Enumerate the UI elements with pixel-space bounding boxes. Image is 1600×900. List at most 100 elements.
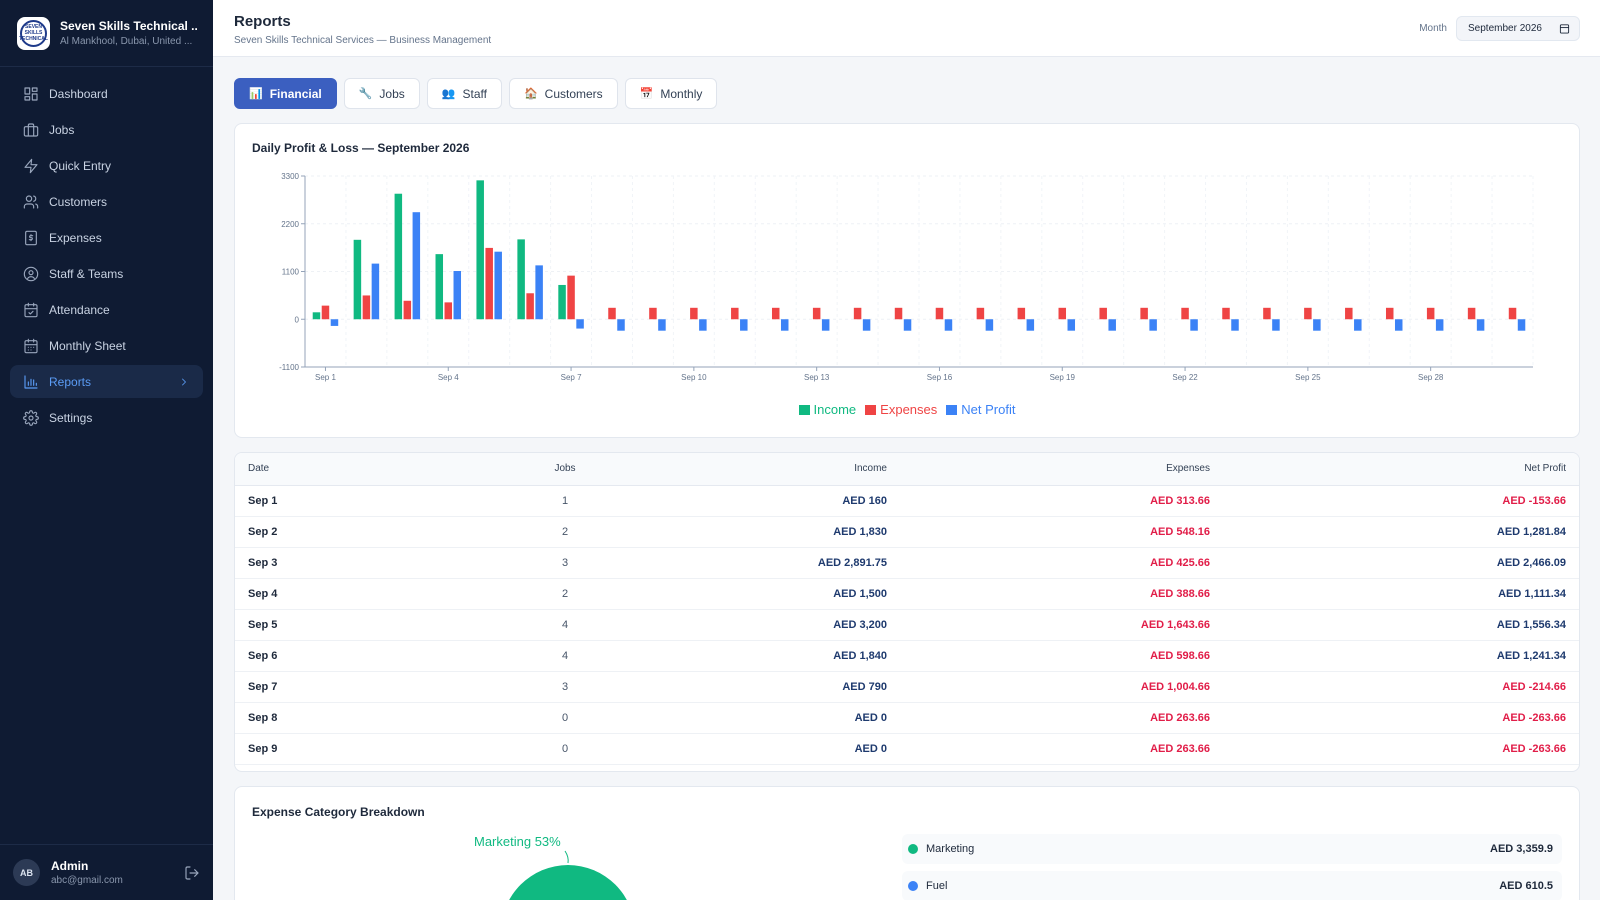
bar-net-profit <box>1108 319 1116 331</box>
sidebar-item-label: Quick Entry <box>49 158 112 173</box>
cell-net-profit: AED -263.66 <box>1223 702 1579 734</box>
col-net-profit: Net Profit <box>1223 453 1579 486</box>
cell-net-profit: AED 1,556.34 <box>1223 609 1579 641</box>
legend-income[interactable]: Income <box>798 402 857 417</box>
sidebar-item-monthly-sheet[interactable]: Monthly Sheet <box>10 329 203 362</box>
sidebar-item-attendance[interactable]: Attendance <box>10 293 203 326</box>
table-row: Sep 9 0 AED 0 AED 263.66 AED -263.66 <box>235 733 1579 765</box>
report-tabs: 📊 Financial 🔧 Jobs 👥 Staff 🏠 Customers 📅 Mont… <box>234 78 1580 109</box>
category-list: Marketing AED 3,359.9 Fuel AED 610.5 <box>902 834 1562 900</box>
bar-net-profit <box>494 251 502 320</box>
wrench-icon: 🔧 <box>358 88 373 100</box>
table-row: Sep 4 2 AED 1,500 AED 388.66 AED 1,111.34 <box>235 578 1579 610</box>
cell-income: AED 790 <box>595 671 900 703</box>
breakdown-title: Expense Category Breakdown <box>252 805 425 819</box>
bar-income <box>517 239 525 320</box>
cell-net-profit: AED 1,281.84 <box>1223 516 1579 548</box>
profit-loss-chart: -1100 0 1100 2200 3300 Sep 1 Sep 4 Sep 7 Sep 10 S… <box>279 172 1534 382</box>
cell-expenses: AED 425.66 <box>900 547 1223 579</box>
bar-net-profit <box>1517 319 1526 331</box>
bar-net-profit <box>1149 319 1157 331</box>
bar-expenses <box>403 300 412 320</box>
tab-staff[interactable]: 👥 Staff <box>426 78 502 109</box>
company-location: Al Mankhool, Dubai, United ... <box>60 36 193 47</box>
legend-label: Net Profit <box>961 402 1016 417</box>
logout-icon[interactable] <box>184 865 200 881</box>
cell-net-profit: AED 1,111.34 <box>1223 578 1579 610</box>
tab-customers[interactable]: 🏠 Customers <box>508 78 618 109</box>
cell-jobs: 1 <box>535 485 595 517</box>
bar-income <box>435 254 444 320</box>
tab-financial[interactable]: 📊 Financial <box>234 78 337 109</box>
category-row-marketing: Marketing AED 3,359.9 <box>902 834 1562 864</box>
cell-net-profit: AED -153.66 <box>1223 485 1579 517</box>
legend-expenses[interactable]: Expenses <box>865 402 937 417</box>
sidebar-item-label: Customers <box>49 194 108 209</box>
sidebar-item-customers[interactable]: Customers <box>10 185 203 218</box>
cell-income: AED 0 <box>595 733 900 765</box>
legend-net-profit[interactable]: Net Profit <box>946 402 1015 417</box>
tab-label: Customers <box>544 86 603 101</box>
legend-swatch-net <box>946 404 958 415</box>
sidebar-item-expenses[interactable]: Expenses <box>10 221 203 254</box>
sidebar-item-label: Staff & Teams <box>49 266 124 281</box>
x-tick-label: Sep 25 <box>1295 373 1321 382</box>
cell-income: AED 1,840 <box>595 640 900 672</box>
bar-net-profit <box>1231 319 1239 331</box>
bar-net-profit <box>658 319 666 331</box>
bar-chart-icon <box>24 374 38 389</box>
pie-label-marketing: Marketing 53% <box>474 834 561 849</box>
category-value: AED 3,359.9 <box>1490 843 1553 855</box>
sidebar-item-reports[interactable]: Reports <box>10 365 203 398</box>
cell-income: AED 2,891.75 <box>595 547 900 579</box>
sidebar: SEVEN SKILLS TECHNICAL Seven Skills Tech… <box>0 0 213 900</box>
bar-net-profit <box>1272 319 1280 331</box>
main-content: 📊 Financial 🔧 Jobs 👥 Staff 🏠 Customers 📅 Mont… <box>234 78 1580 900</box>
chart-title: Daily Profit & Loss — September 2026 <box>252 141 470 155</box>
bar-expenses <box>1140 307 1148 320</box>
bar-income <box>558 284 566 320</box>
sidebar-item-staff-teams[interactable]: Staff & Teams <box>10 257 203 290</box>
table-row: Sep 2 2 AED 1,830 AED 548.16 AED 1,281.84 <box>235 516 1579 548</box>
bar-net-profit <box>1476 319 1485 331</box>
bar-net-profit <box>903 319 912 331</box>
sidebar-item-dashboard[interactable]: Dashboard <box>10 77 203 110</box>
bar-net-profit <box>535 265 543 320</box>
col-date: Date <box>235 453 535 486</box>
company-name: Seven Skills Technical ... <box>60 19 197 33</box>
sidebar-item-settings[interactable]: Settings <box>10 401 203 434</box>
bar-net-profit <box>1313 319 1321 331</box>
people-icon: 👥 <box>441 88 456 100</box>
dollar-icon <box>25 230 37 245</box>
category-dot <box>908 844 918 854</box>
cell-net-profit: AED 1,241.34 <box>1223 640 1579 672</box>
legend-label: Expenses <box>880 402 938 417</box>
bar-expenses <box>853 307 862 320</box>
bar-net-profit <box>330 319 339 326</box>
col-expenses: Expenses <box>900 453 1223 486</box>
bar-expenses <box>1181 307 1189 320</box>
bar-net-profit <box>1435 319 1444 331</box>
user-circle-icon <box>23 266 39 281</box>
bar-expenses <box>894 307 903 320</box>
calendar-icon: 📅 <box>639 88 654 100</box>
month-input[interactable]: September 2026 <box>1456 16 1580 41</box>
bar-net-profit <box>699 319 707 331</box>
page-title: Reports <box>234 13 291 30</box>
tab-jobs[interactable]: 🔧 Jobs <box>343 78 420 109</box>
sidebar-item-jobs[interactable]: Jobs <box>10 113 203 146</box>
sidebar-item-quick-entry[interactable]: Quick Entry <box>10 149 203 182</box>
legend-label: Income <box>813 402 857 417</box>
bar-net-profit <box>1067 319 1076 331</box>
cell-expenses: AED 1,643.66 <box>900 609 1223 641</box>
bar-expenses <box>1263 307 1271 320</box>
bar-net-profit <box>1394 319 1403 331</box>
cell-jobs: 0 <box>535 733 595 765</box>
tab-monthly[interactable]: 📅 Monthly <box>624 78 718 109</box>
month-label: Month <box>1419 23 1447 34</box>
user-email: abc@gmail.com <box>51 875 123 886</box>
cell-income: AED 0 <box>595 702 900 734</box>
col-jobs: Jobs <box>535 453 595 486</box>
calendar-icon <box>1559 24 1570 34</box>
house-icon: 🏠 <box>523 88 538 100</box>
